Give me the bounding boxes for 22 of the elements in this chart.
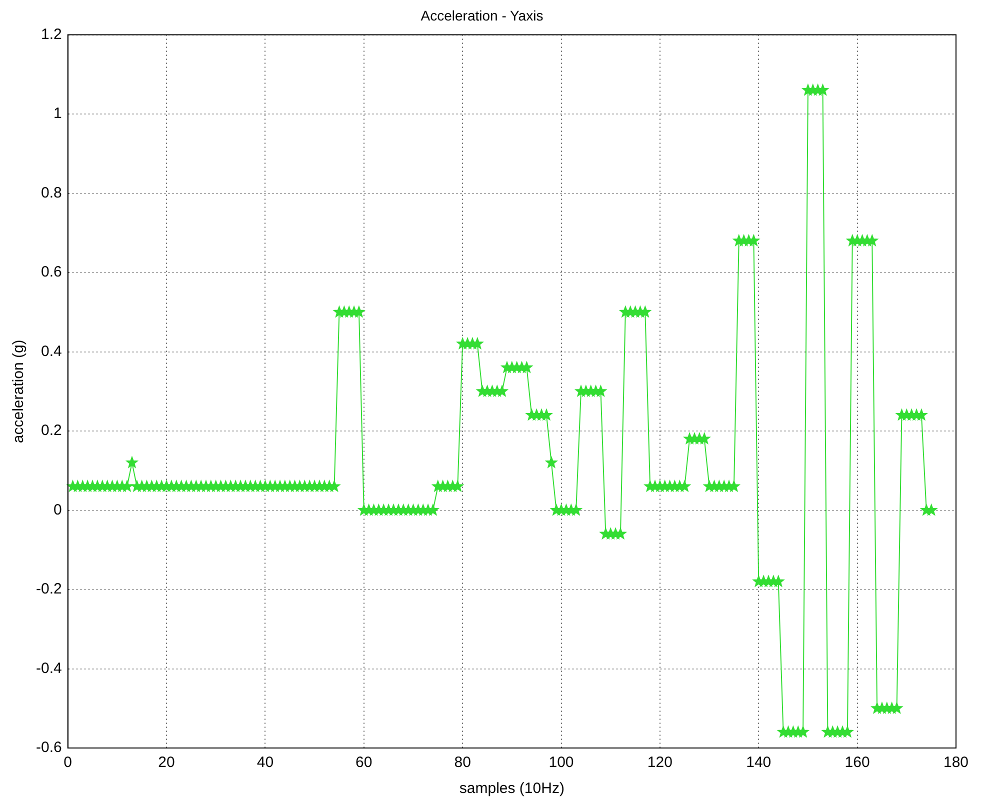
y-axis-title: acceleration (g) [10,340,28,444]
x-tick-label: 120 [647,754,672,772]
y-tick-label: 0.6 [40,264,62,281]
x-tick-label: 160 [844,754,870,772]
y-tick-label: 1.2 [40,26,62,43]
x-tick-label: 100 [548,754,574,772]
y-tick-label: -0.6 [36,739,62,756]
x-tick-label: 40 [256,754,274,772]
x-tick-label: 140 [746,754,772,772]
y-tick-label: 0.2 [40,422,62,440]
chart-title: Acceleration - Yaxis [420,7,544,24]
x-tick-label: 20 [158,754,175,772]
x-tick-label: 60 [356,754,372,772]
y-tick-label: -0.4 [36,660,62,677]
x-axis-title: samples (10Hz) [459,780,564,798]
y-tick-label: 0 [54,501,62,518]
y-tick-label: 1 [54,105,62,122]
y-tick-label: -0.2 [36,580,62,598]
x-tick-label: 80 [454,754,471,772]
x-tick-label: 180 [943,754,969,772]
y-tick-label: 0.4 [40,342,62,360]
y-tick-label: 0.8 [40,184,62,202]
